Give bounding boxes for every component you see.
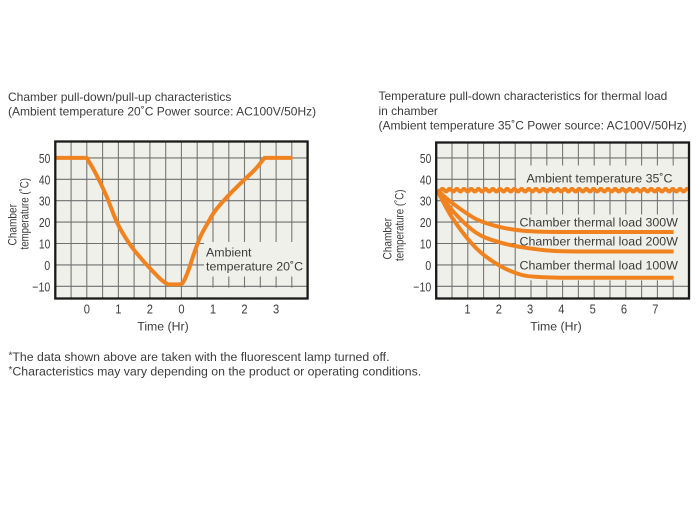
svg-text:10: 10	[39, 237, 50, 252]
svg-text:*​Characteristics may vary dep: *​Characteristics may vary depending on …	[9, 365, 422, 379]
svg-text:Time (Hr): Time (Hr)	[137, 320, 188, 334]
svg-text:−10: −10	[32, 279, 50, 294]
svg-text:50: 50	[39, 151, 50, 166]
svg-text:10: 10	[420, 237, 431, 252]
svg-text:2: 2	[241, 302, 247, 317]
svg-text:Chamber thermal load 200W: Chamber thermal load 200W	[520, 235, 679, 249]
svg-text:40: 40	[420, 172, 431, 187]
svg-text:Ambient temperature 35˚C: Ambient temperature 35˚C	[527, 172, 673, 186]
svg-text:2: 2	[147, 302, 153, 317]
svg-text:−10: −10	[413, 279, 431, 294]
svg-text:0: 0	[84, 302, 90, 317]
svg-text:*​The data shown above are tak: *​The data shown above are taken with th…	[9, 350, 390, 364]
svg-text:Ambient: Ambient	[206, 246, 252, 260]
svg-text:(Ambient temperature 35˚C Pow: (Ambient temperature 35˚C Power source: …	[379, 118, 687, 132]
svg-text:Chamber thermal load 100W: Chamber thermal load 100W	[520, 259, 679, 273]
svg-text:Chamber: Chamber	[6, 204, 20, 246]
svg-text:7: 7	[652, 302, 658, 317]
svg-text:temperature (˚C): temperature (˚C)	[18, 178, 32, 250]
svg-text:0: 0	[425, 258, 431, 273]
svg-text:Chamber thermal load 300W: Chamber thermal load 300W	[520, 216, 679, 230]
svg-text:5: 5	[590, 302, 596, 317]
svg-text:30: 30	[420, 194, 431, 209]
svg-text:Chamber: Chamber	[381, 218, 395, 260]
svg-text:temperature (˚C): temperature (˚C)	[393, 189, 407, 261]
svg-text:in chamber: in chamber	[379, 104, 438, 118]
svg-text:Time (Hr): Time (Hr)	[530, 320, 581, 334]
svg-text:Chamber pull-down/pull-up char: Chamber pull-down/pull-up characteristic…	[8, 90, 231, 104]
svg-text:temperature 20˚C: temperature 20˚C	[206, 260, 303, 274]
svg-text:1: 1	[115, 302, 121, 317]
svg-text:3: 3	[527, 302, 533, 317]
svg-text:20: 20	[420, 215, 431, 230]
svg-text:4: 4	[558, 302, 564, 317]
svg-text:20: 20	[39, 215, 50, 230]
svg-text:1: 1	[210, 302, 216, 317]
svg-text:50: 50	[420, 151, 431, 166]
svg-text:1: 1	[464, 302, 470, 317]
svg-text:0: 0	[178, 302, 184, 317]
svg-text:2: 2	[496, 302, 502, 317]
svg-text:6: 6	[621, 302, 627, 317]
svg-text:30: 30	[39, 194, 50, 209]
svg-text:(Ambient temperature 20˚C Powe: (Ambient temperature 20˚C Power source: …	[8, 105, 316, 119]
svg-text:40: 40	[39, 172, 50, 187]
svg-text:Temperature pull-down characte: Temperature pull-down characteristics fo…	[379, 89, 668, 103]
svg-text:0: 0	[44, 258, 50, 273]
svg-text:3: 3	[273, 302, 279, 317]
